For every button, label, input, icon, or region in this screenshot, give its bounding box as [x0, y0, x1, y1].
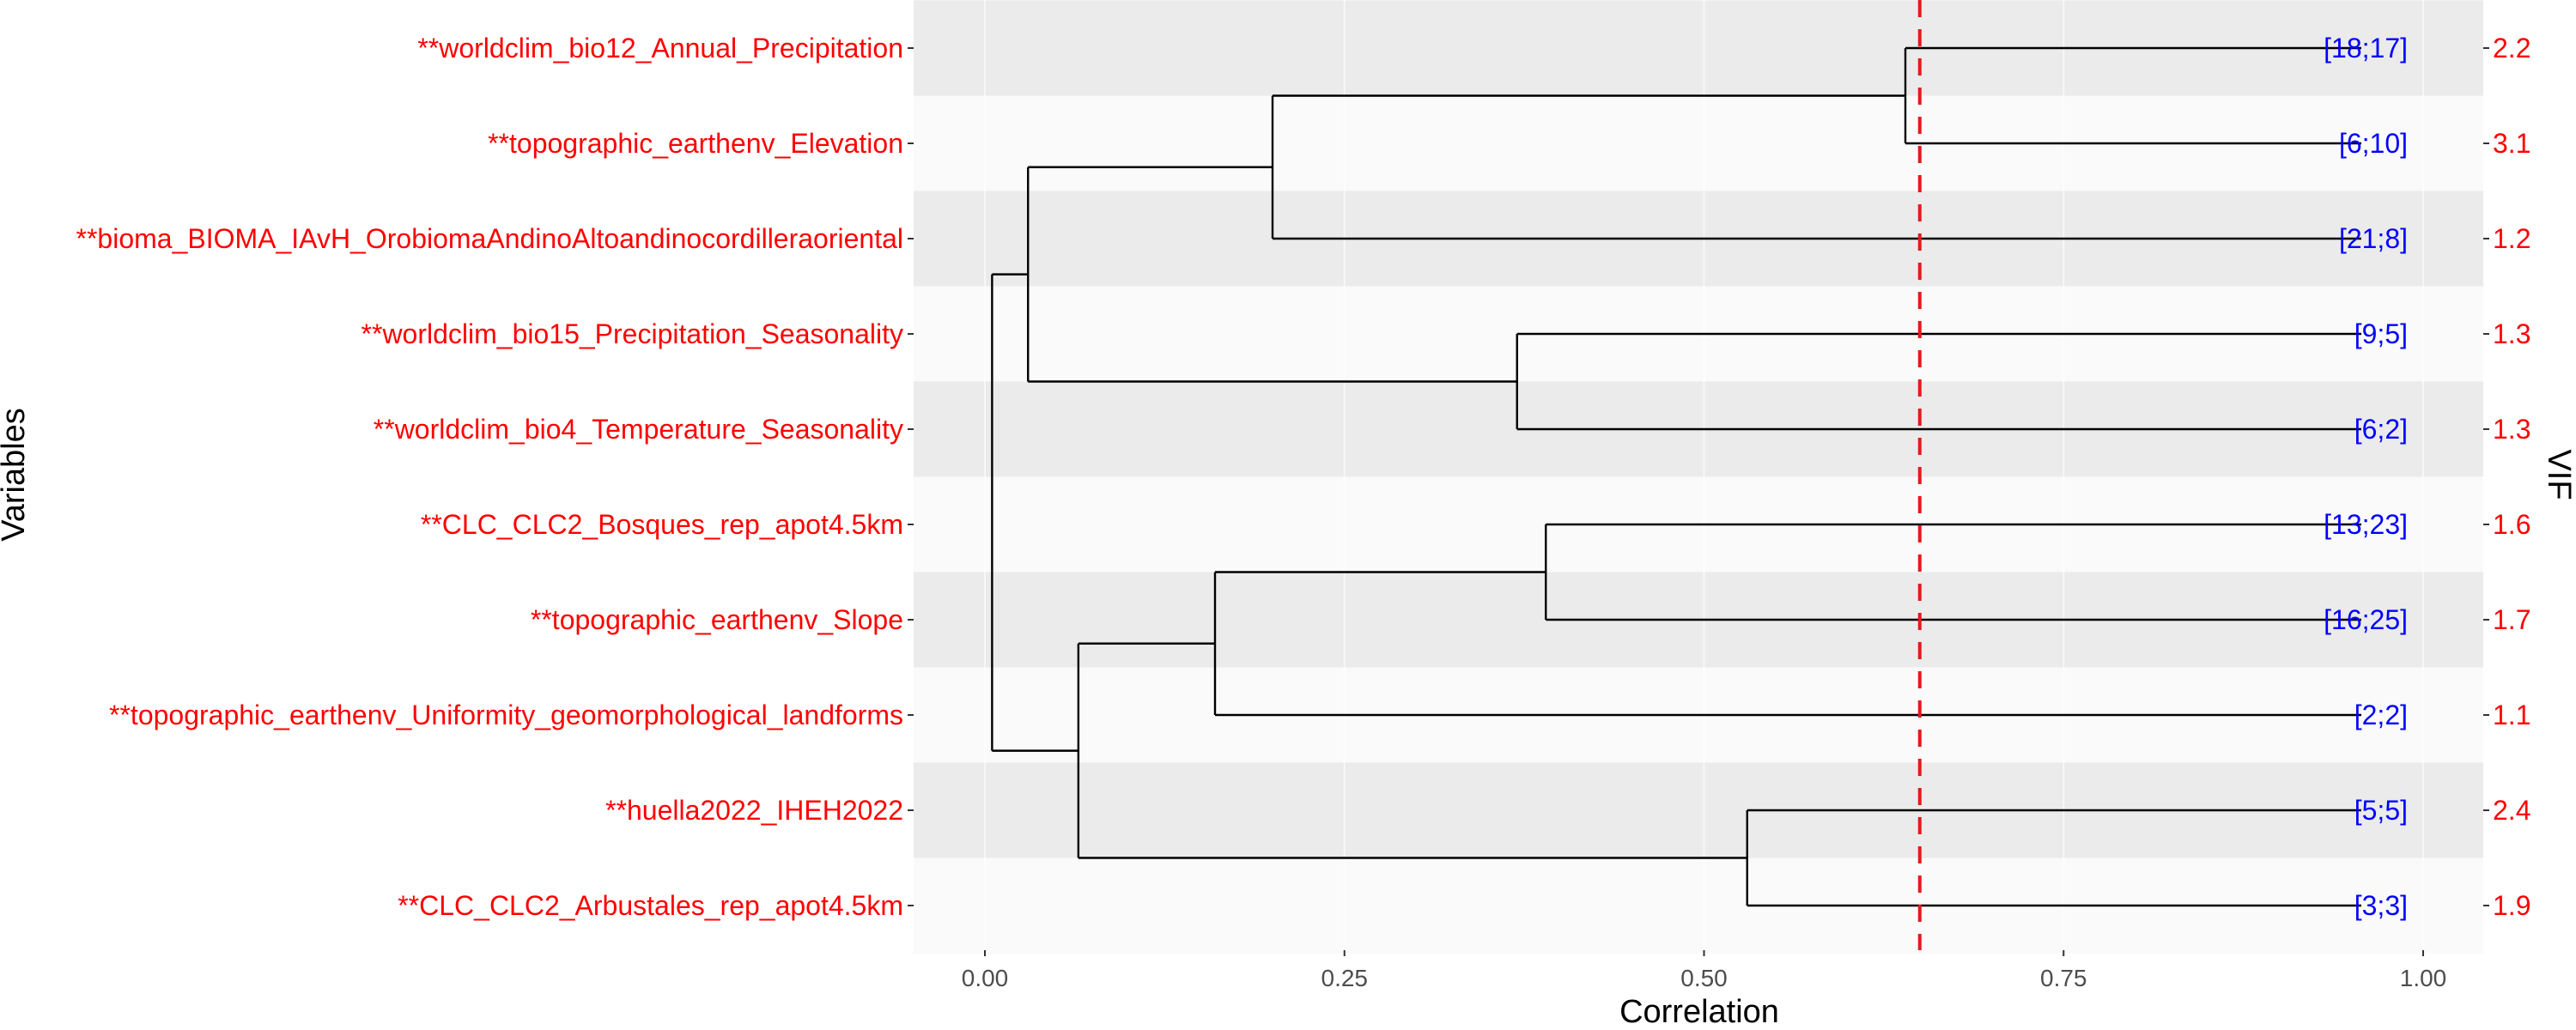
- x-tick-label: 1.00: [2400, 965, 2447, 991]
- count-label: [9;5]: [2354, 318, 2408, 349]
- vif-label: 1.1: [2493, 700, 2530, 730]
- variable-label: **topographic_earthenv_Elevation: [488, 128, 903, 159]
- variable-label: **huella2022_IHEH2022: [605, 795, 903, 826]
- x-tick-label: 0.75: [2040, 965, 2087, 991]
- variable-label: **worldclim_bio15_Precipitation_Seasonal…: [361, 318, 903, 349]
- vif-label: 2.4: [2493, 795, 2530, 826]
- y-axis-title: Variables: [0, 408, 32, 542]
- variable-label: **worldclim_bio4_Temperature_Seasonality: [374, 414, 903, 445]
- x-axis-title: Correlation: [1619, 994, 1779, 1030]
- count-labels: [18;17] [6;10] [21;8] [9;5] [6;2] [13;23] [16;…: [2324, 33, 2408, 921]
- vif-label: 1.9: [2493, 890, 2530, 921]
- vif-label: 1.3: [2493, 318, 2530, 349]
- variable-label: **worldclim_bio12_Annual_Precipitation: [417, 33, 903, 64]
- vif-label: 3.1: [2493, 128, 2530, 159]
- vif-label: 1.6: [2493, 509, 2530, 540]
- variable-label: **CLC_CLC2_Bosques_rep_apot4.5km: [421, 509, 903, 540]
- x-tick-label: 0.50: [1680, 965, 1728, 991]
- vif-labels: 2.2 3.1 1.2 1.3 1.3 1.6 1.7 1.1 2.4 1.9: [2483, 33, 2530, 921]
- variable-label: **bioma_BIOMA_IAvH_OrobiomaAndinoAltoand…: [76, 223, 904, 254]
- count-label: [5;5]: [2354, 795, 2408, 826]
- vif-label: 1.2: [2493, 223, 2530, 254]
- variable-labels: **worldclim_bio12_Annual_Precipitation **…: [76, 33, 914, 921]
- count-label: [3;3]: [2354, 890, 2408, 921]
- x-axis: 0.00 0.25 0.50 0.75 1.00: [962, 950, 2447, 991]
- count-label: [6;10]: [2339, 128, 2408, 159]
- y2-axis-title: VIF: [2541, 449, 2576, 500]
- x-tick-label: 0.25: [1321, 965, 1369, 991]
- count-label: [6;2]: [2354, 414, 2408, 445]
- vif-label: 2.2: [2493, 33, 2530, 64]
- variable-label: **topographic_earthenv_Uniformity_geomor…: [109, 700, 903, 730]
- vif-label: 1.7: [2493, 604, 2530, 635]
- x-tick-label: 0.00: [962, 965, 1009, 991]
- count-label: [13;23]: [2324, 509, 2408, 540]
- count-label: [18;17]: [2324, 33, 2408, 64]
- count-label: [2;2]: [2354, 700, 2408, 730]
- count-label: [21;8]: [2339, 223, 2408, 254]
- variable-label: **CLC_CLC2_Arbustales_rep_apot4.5km: [398, 890, 903, 921]
- count-label: [16;25]: [2324, 604, 2408, 635]
- grid-lines: [984, 0, 2424, 950]
- variable-label: **topographic_earthenv_Slope: [531, 604, 903, 635]
- dendrogram-branches: [991, 46, 2361, 907]
- vif-label: 1.3: [2493, 414, 2530, 445]
